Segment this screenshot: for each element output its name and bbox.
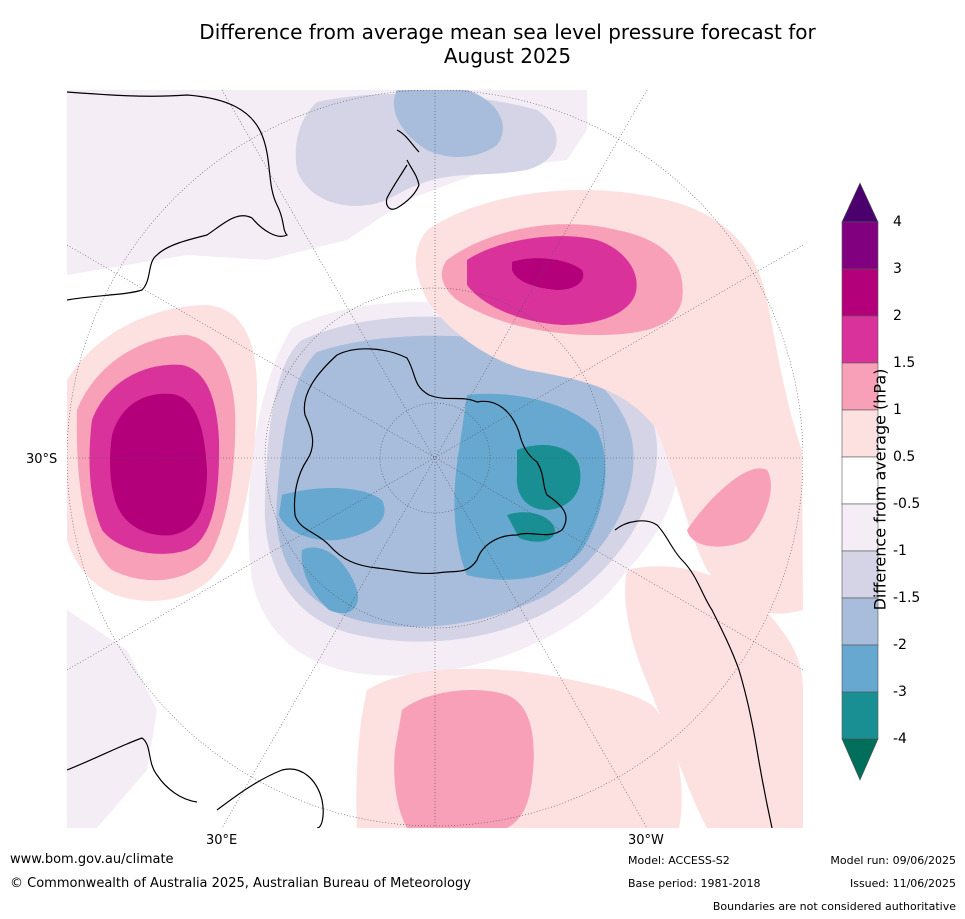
colorbar-band (841, 362, 879, 411)
colorbar-tick-label: 1 (893, 402, 902, 418)
anomaly-region-pos-2-west (110, 393, 207, 536)
antarctica-outline (293, 348, 567, 575)
colorbar (841, 182, 879, 781)
label-lon-30w: 30°W (628, 833, 664, 848)
colorbar-band (841, 644, 879, 693)
colorbar-tick-label: -3 (893, 684, 907, 700)
south-america-outline (614, 520, 773, 828)
colorbar-tick-label: 3 (893, 261, 902, 277)
colorbar-band (841, 315, 879, 364)
colorbar-tick-label: -0.5 (893, 496, 921, 512)
south-africa-outline (67, 737, 324, 828)
footer-issued: Issued: 11/06/2025 (849, 877, 956, 890)
colorbar-band (841, 221, 879, 270)
label-lon-30e: 30°E (206, 833, 238, 848)
colorbar-band (841, 456, 879, 505)
colorbar-band (841, 550, 879, 599)
pressure-anomaly-map (67, 90, 803, 828)
colorbar-tick-label: -1 (893, 543, 907, 559)
anomaly-region-neg-2-sw (301, 547, 358, 614)
footer-copyright: © Commonwealth of Australia 2025, Austra… (10, 876, 471, 891)
anomaly-region-pos-0-5-se (625, 566, 803, 828)
colorbar-extend-bottom (841, 738, 879, 781)
colorbar-tick-label: -4 (893, 731, 907, 747)
title-line-1: Difference from average mean sea level p… (199, 20, 816, 44)
colorbar-tick-label: 4 (893, 214, 902, 230)
colorbar-band (841, 503, 879, 552)
chart-title: Difference from average mean sea level p… (0, 20, 965, 68)
graticule (67, 90, 803, 828)
colorbar-title: Difference from average (hPa) (870, 368, 890, 611)
anomaly-region-pos-1-south (394, 690, 534, 828)
anomaly-region-pos-1-se (687, 468, 771, 547)
anomaly-region-neg-2-west (279, 488, 385, 541)
colorbar-band (841, 691, 879, 740)
anomaly-region-pos-2-ne (512, 258, 584, 290)
colorbar-tick-label: 0.5 (893, 449, 916, 465)
footer-model: Model: ACCESS-S2 (628, 854, 730, 867)
colorbar-band (841, 597, 879, 646)
new-zealand-outline (385, 129, 420, 210)
colorbar-extend-top (841, 182, 879, 223)
anomaly-region-neg-1-5-north (393, 90, 503, 157)
colorbar-band (841, 268, 879, 317)
australia-outline (67, 91, 289, 301)
footer-model-run: Model run: 09/06/2025 (830, 854, 956, 867)
label-lat-30s: 30°S (26, 452, 58, 467)
colorbar-tick-label: -2 (893, 637, 907, 653)
colorbar-tick-label: 1.5 (893, 355, 916, 371)
colorbar-tick-label: -1.5 (893, 590, 921, 606)
colorbar-band (841, 409, 879, 458)
anomaly-region-neg-0-5-south (67, 610, 157, 828)
title-line-2: August 2025 (443, 44, 572, 68)
anomaly-region-neg-3-a (516, 445, 581, 510)
colorbar-tick-label: 2 (893, 308, 902, 324)
footer-disclaimer: Boundaries are not considered authoritat… (712, 900, 956, 913)
footer-base-period: Base period: 1981-2018 (628, 877, 761, 890)
footer-website[interactable]: www.bom.gov.au/climate (10, 852, 174, 867)
